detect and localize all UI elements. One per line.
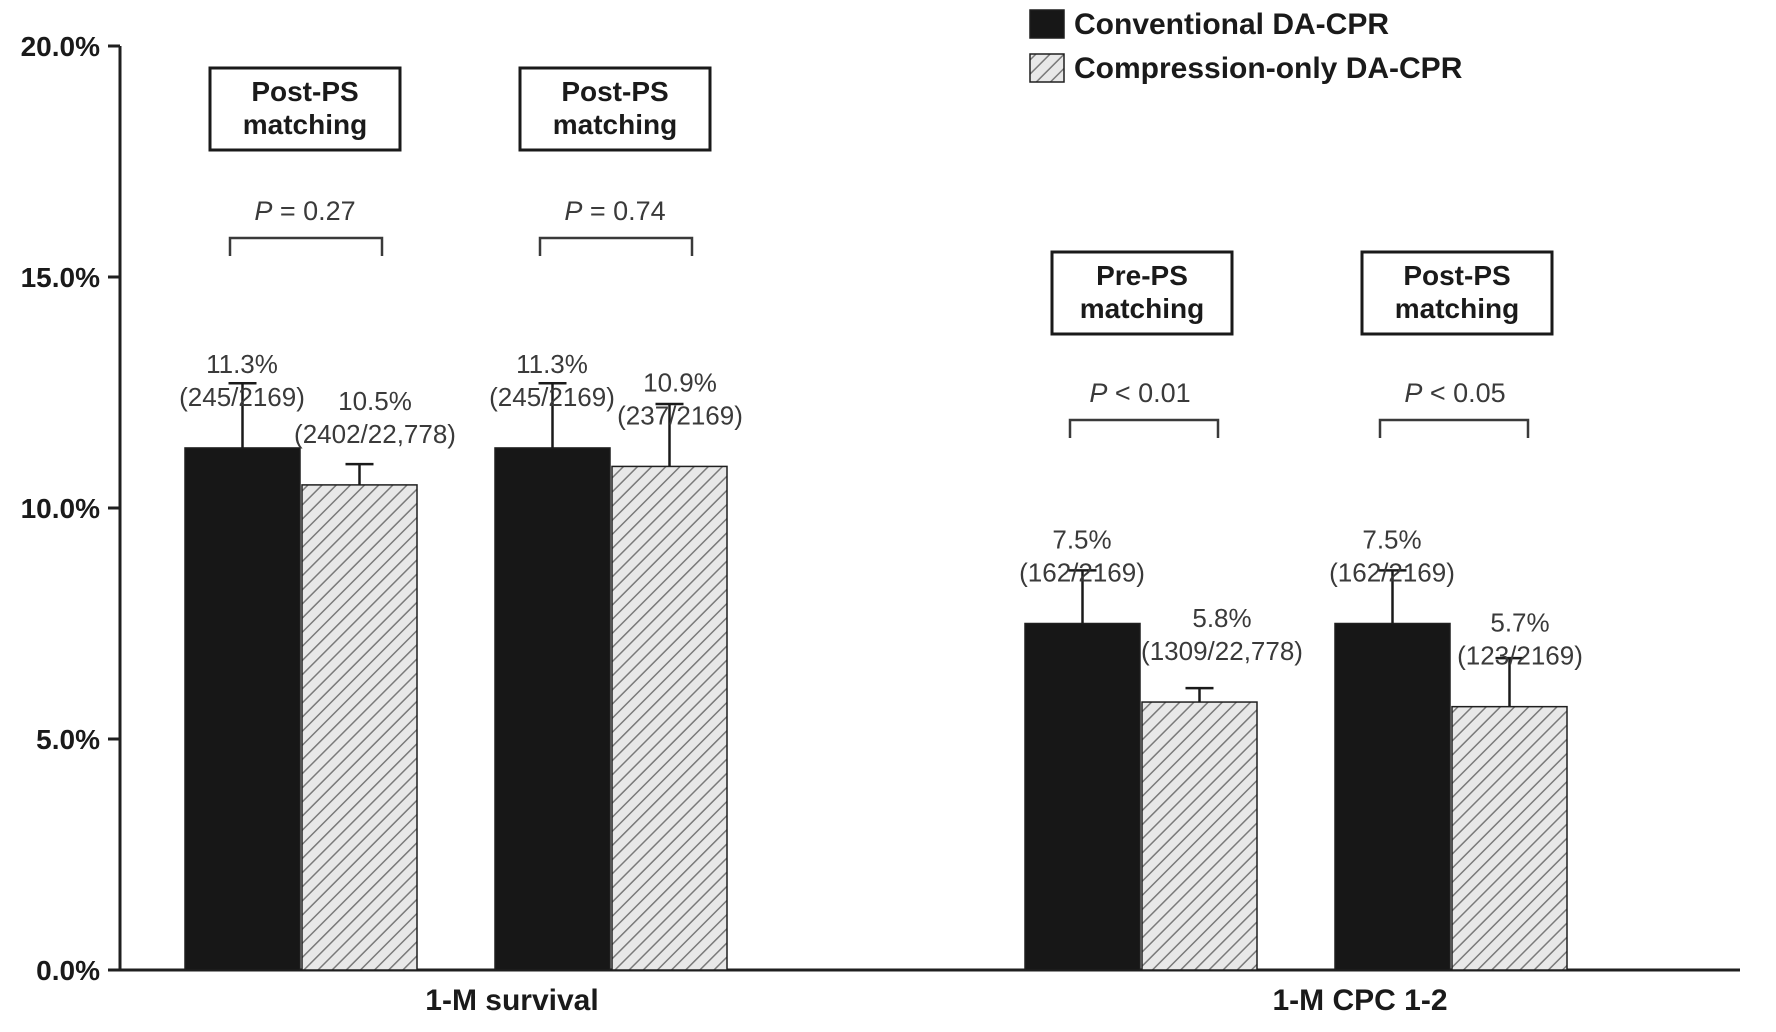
svg-text:7.5%: 7.5% xyxy=(1052,525,1111,555)
svg-text:P < 0.01: P < 0.01 xyxy=(1089,378,1190,408)
svg-text:11.3%: 11.3% xyxy=(206,349,278,379)
svg-text:10.9%: 10.9% xyxy=(643,367,717,397)
svg-text:7.5%: 7.5% xyxy=(1362,525,1421,555)
svg-text:(123/2169): (123/2169) xyxy=(1457,641,1583,671)
svg-text:1-M CPC 1-2: 1-M CPC 1-2 xyxy=(1272,984,1447,1017)
svg-text:(245/2169): (245/2169) xyxy=(179,382,305,412)
svg-text:10.0%: 10.0% xyxy=(21,493,100,524)
svg-text:(162/2169): (162/2169) xyxy=(1019,558,1145,588)
svg-text:P < 0.05: P < 0.05 xyxy=(1404,378,1505,408)
svg-text:matching: matching xyxy=(1080,293,1204,324)
svg-text:P = 0.74: P = 0.74 xyxy=(564,196,665,226)
svg-text:0.0%: 0.0% xyxy=(36,955,100,986)
svg-text:(237/2169): (237/2169) xyxy=(617,400,743,430)
svg-text:matching: matching xyxy=(243,109,367,140)
svg-text:Pre-PS: Pre-PS xyxy=(1096,260,1188,291)
svg-text:(2402/22,778): (2402/22,778) xyxy=(294,419,456,449)
svg-text:10.5%: 10.5% xyxy=(338,386,412,416)
svg-text:Post-PS: Post-PS xyxy=(1403,260,1510,291)
svg-text:(162/2169): (162/2169) xyxy=(1329,558,1455,588)
chart-container: 0.0%5.0%10.0%15.0%20.0%Post-PSmatchingP … xyxy=(0,0,1776,1032)
svg-text:1-M survival: 1-M survival xyxy=(425,984,598,1017)
svg-text:5.7%: 5.7% xyxy=(1490,608,1549,638)
svg-text:5.8%: 5.8% xyxy=(1192,603,1251,633)
bar-chart: 0.0%5.0%10.0%15.0%20.0%Post-PSmatchingP … xyxy=(0,0,1776,1032)
svg-text:11.3%: 11.3% xyxy=(516,349,588,379)
svg-text:Post-PS: Post-PS xyxy=(251,76,358,107)
svg-text:20.0%: 20.0% xyxy=(21,31,100,62)
svg-text:Conventional DA-CPR: Conventional DA-CPR xyxy=(1074,8,1389,41)
svg-text:P = 0.27: P = 0.27 xyxy=(254,196,355,226)
svg-text:matching: matching xyxy=(553,109,677,140)
svg-text:(245/2169): (245/2169) xyxy=(489,382,615,412)
svg-text:Compression-only DA-CPR: Compression-only DA-CPR xyxy=(1074,52,1463,85)
svg-text:Post-PS: Post-PS xyxy=(561,76,668,107)
svg-text:matching: matching xyxy=(1395,293,1519,324)
svg-text:(1309/22,778): (1309/22,778) xyxy=(1141,636,1303,666)
svg-text:15.0%: 15.0% xyxy=(21,262,100,293)
svg-text:5.0%: 5.0% xyxy=(36,724,100,755)
